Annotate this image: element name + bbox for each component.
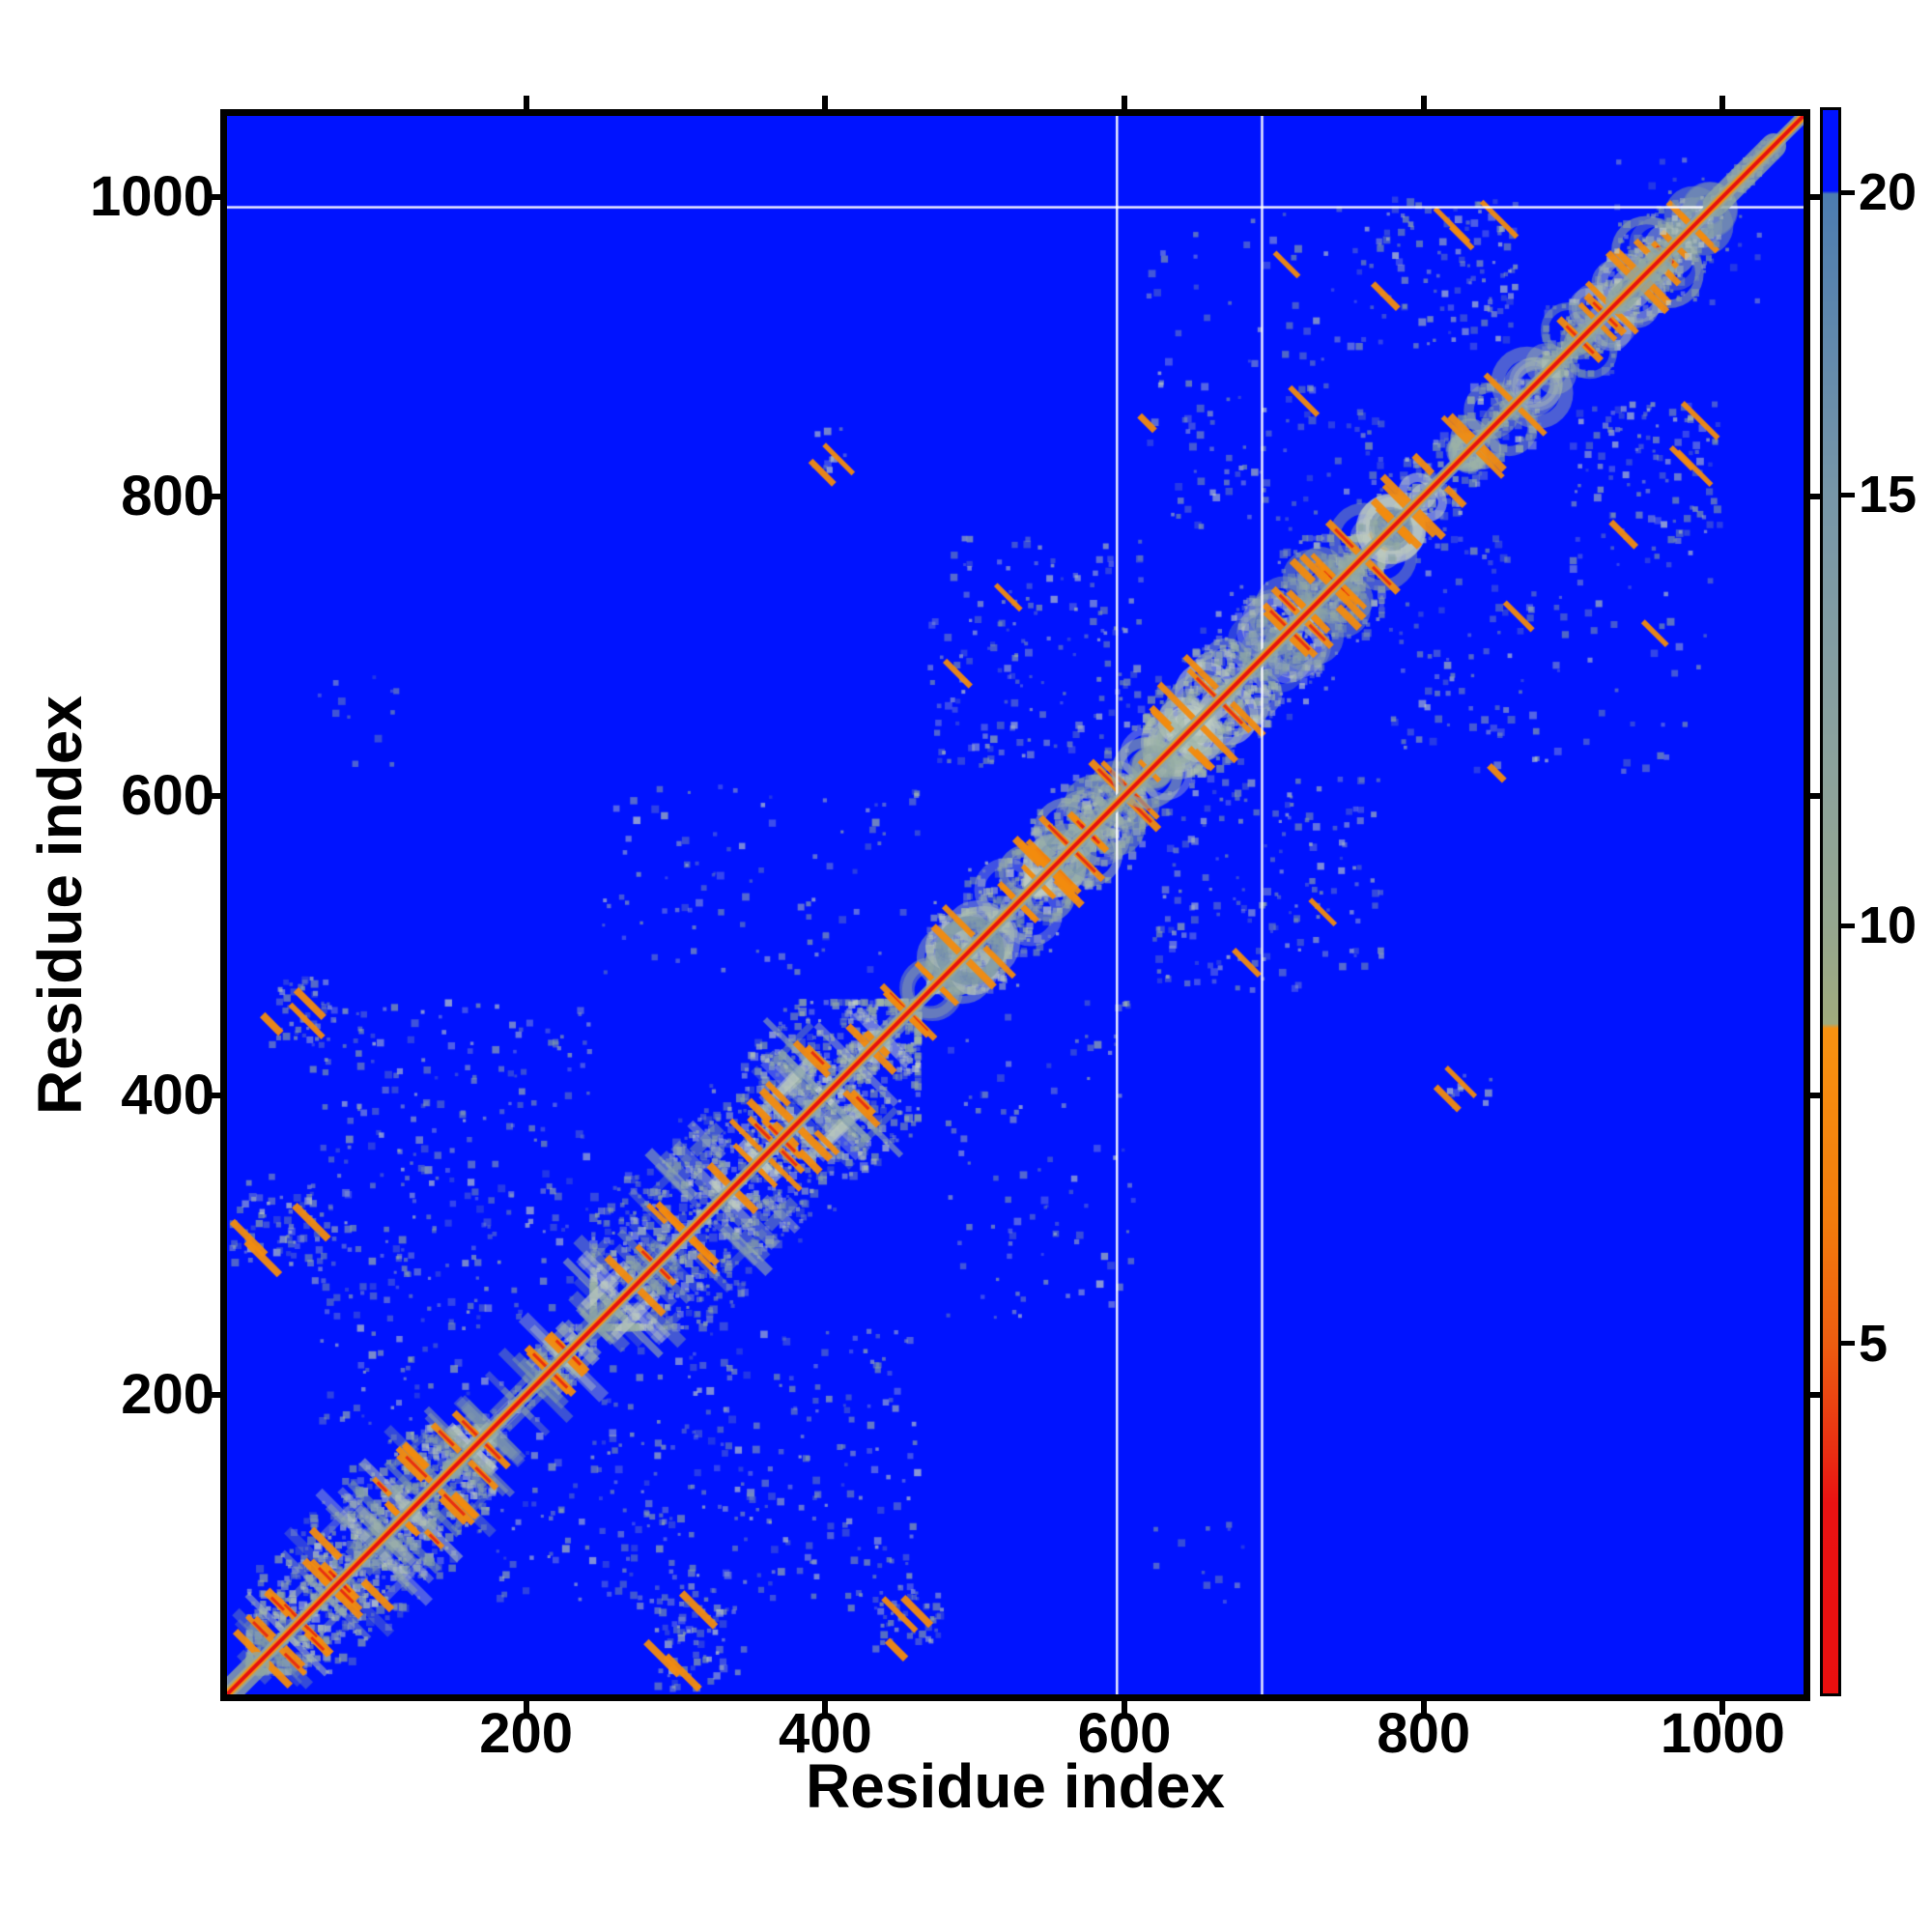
x-tick-label: 400: [778, 1702, 872, 1765]
y-axis-tick-right: [1810, 1391, 1824, 1398]
distance-matrix-heatmap: [227, 116, 1804, 1694]
y-tick-label: 600: [121, 763, 214, 827]
colorbar-tick: [1841, 923, 1855, 928]
x-axis-tick-top: [1719, 96, 1726, 109]
y-axis-tick-right: [1810, 1092, 1824, 1098]
colorbar-tick: [1841, 492, 1855, 497]
x-tick-label: 200: [479, 1702, 574, 1765]
x-axis-tick-bottom: [523, 1701, 529, 1715]
x-axis-tick-bottom: [822, 1701, 829, 1715]
colorbar-tick-label: 15: [1859, 466, 1918, 525]
x-tick-label: 1000: [1660, 1702, 1785, 1765]
x-axis-tick-top: [1420, 96, 1427, 109]
x-axis-tick-top: [822, 96, 829, 109]
y-axis-title: Residue index: [25, 696, 95, 1115]
y-axis-tick-right: [1810, 193, 1824, 200]
y-axis-tick-left: [207, 1092, 220, 1098]
colorbar-tick-label: 20: [1859, 163, 1918, 222]
y-tick-label: 200: [121, 1362, 214, 1426]
colorbar-gradient: [1820, 107, 1841, 1696]
y-axis-tick-left: [207, 493, 220, 499]
colorbar-tick: [1841, 1341, 1855, 1347]
colorbar-tick-label: 10: [1859, 896, 1918, 955]
y-tick-label: 400: [121, 1063, 214, 1126]
x-axis-tick-top: [523, 96, 529, 109]
y-axis-tick-right: [1810, 792, 1824, 799]
x-axis-tick-bottom: [1122, 1701, 1128, 1715]
x-axis-tick-bottom: [1719, 1701, 1726, 1715]
x-axis-tick-top: [1122, 96, 1128, 109]
colorbar-tick: [1841, 189, 1855, 195]
y-axis-tick-left: [207, 1391, 220, 1398]
x-tick-label: 800: [1377, 1702, 1471, 1765]
x-tick-label: 600: [1077, 1702, 1172, 1765]
x-axis-title: Residue index: [806, 1751, 1225, 1821]
y-axis-tick-left: [207, 193, 220, 200]
x-axis-tick-bottom: [1420, 1701, 1427, 1715]
y-tick-label: 1000: [89, 164, 214, 228]
y-axis-tick-left: [207, 792, 220, 799]
y-axis-tick-right: [1810, 493, 1824, 499]
y-tick-label: 800: [121, 464, 214, 527]
colorbar-tick-label: 5: [1859, 1314, 1889, 1373]
